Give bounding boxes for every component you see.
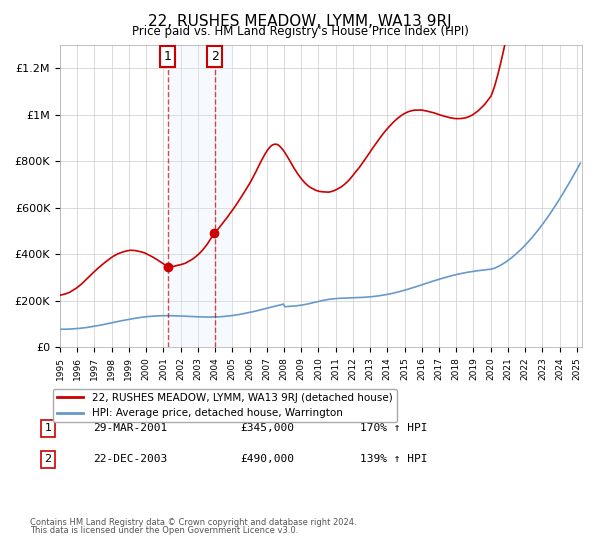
Text: This data is licensed under the Open Government Licence v3.0.: This data is licensed under the Open Gov… — [30, 526, 298, 535]
Text: 139% ↑ HPI: 139% ↑ HPI — [360, 454, 427, 464]
Text: 22, RUSHES MEADOW, LYMM, WA13 9RJ: 22, RUSHES MEADOW, LYMM, WA13 9RJ — [148, 14, 452, 29]
Text: 29-MAR-2001: 29-MAR-2001 — [93, 423, 167, 433]
Bar — [167, 45, 232, 347]
Text: 170% ↑ HPI: 170% ↑ HPI — [360, 423, 427, 433]
Text: £490,000: £490,000 — [240, 454, 294, 464]
Text: 1: 1 — [44, 423, 52, 433]
Text: 22-DEC-2003: 22-DEC-2003 — [93, 454, 167, 464]
Legend: 22, RUSHES MEADOW, LYMM, WA13 9RJ (detached house), HPI: Average price, detached: 22, RUSHES MEADOW, LYMM, WA13 9RJ (detac… — [53, 389, 397, 422]
Text: 2: 2 — [211, 50, 218, 63]
Text: Contains HM Land Registry data © Crown copyright and database right 2024.: Contains HM Land Registry data © Crown c… — [30, 518, 356, 527]
Text: 2: 2 — [44, 454, 52, 464]
Text: Price paid vs. HM Land Registry's House Price Index (HPI): Price paid vs. HM Land Registry's House … — [131, 25, 469, 38]
Text: £345,000: £345,000 — [240, 423, 294, 433]
Text: 1: 1 — [164, 50, 172, 63]
